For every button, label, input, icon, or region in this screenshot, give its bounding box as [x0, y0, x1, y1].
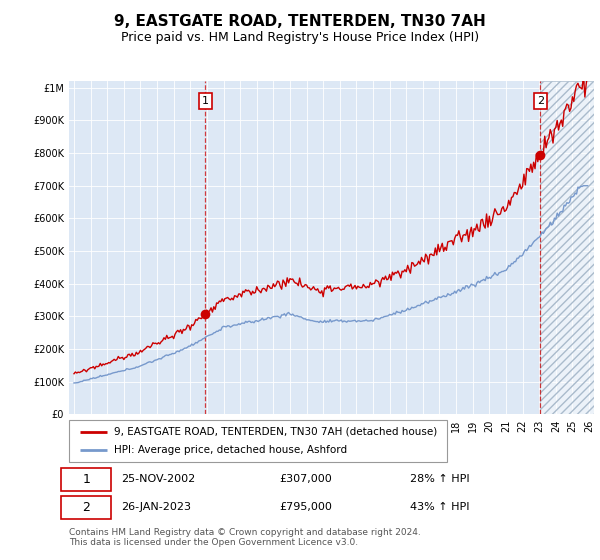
Text: 9, EASTGATE ROAD, TENTERDEN, TN30 7AH (detached house): 9, EASTGATE ROAD, TENTERDEN, TN30 7AH (d…	[115, 427, 437, 437]
Text: 2: 2	[537, 96, 544, 106]
Text: HPI: Average price, detached house, Ashford: HPI: Average price, detached house, Ashf…	[115, 445, 347, 455]
Text: £307,000: £307,000	[279, 474, 332, 484]
Text: 1: 1	[202, 96, 209, 106]
Text: 26-JAN-2023: 26-JAN-2023	[121, 502, 191, 512]
Text: 25-NOV-2002: 25-NOV-2002	[121, 474, 196, 484]
Text: Contains HM Land Registry data © Crown copyright and database right 2024.
This d: Contains HM Land Registry data © Crown c…	[69, 528, 421, 547]
Text: 1: 1	[82, 473, 90, 486]
FancyBboxPatch shape	[61, 496, 111, 519]
FancyBboxPatch shape	[61, 468, 111, 491]
Text: 2: 2	[82, 501, 90, 514]
Text: 28% ↑ HPI: 28% ↑ HPI	[410, 474, 470, 484]
Text: Price paid vs. HM Land Registry's House Price Index (HPI): Price paid vs. HM Land Registry's House …	[121, 31, 479, 44]
Text: £795,000: £795,000	[279, 502, 332, 512]
Text: 9, EASTGATE ROAD, TENTERDEN, TN30 7AH: 9, EASTGATE ROAD, TENTERDEN, TN30 7AH	[114, 14, 486, 29]
Text: 43% ↑ HPI: 43% ↑ HPI	[410, 502, 470, 512]
